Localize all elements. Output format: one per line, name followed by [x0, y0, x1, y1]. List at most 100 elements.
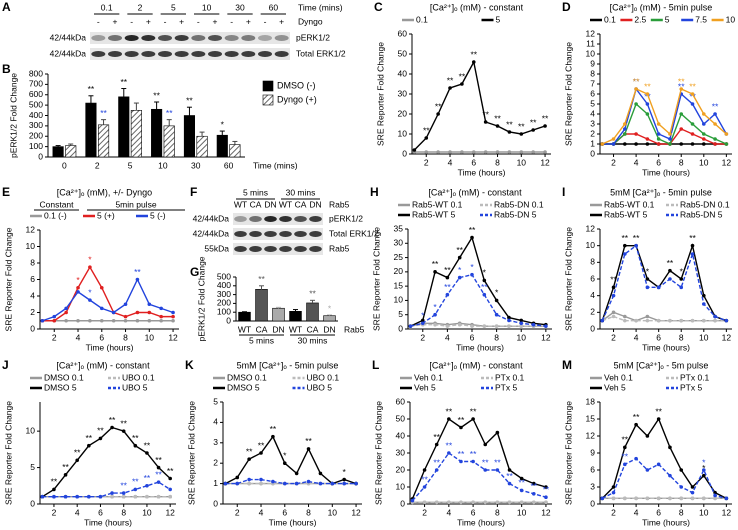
x-tick-label: 4 [76, 332, 81, 342]
point [64, 306, 68, 311]
point [656, 318, 661, 323]
point [98, 494, 103, 499]
x-tick-label: 8 [494, 332, 499, 342]
sign: + [246, 16, 251, 26]
significance: * [88, 287, 92, 297]
point [611, 293, 616, 298]
point [494, 298, 499, 303]
point [495, 124, 500, 128]
point [724, 132, 729, 136]
group-label: 5 mins [249, 335, 274, 345]
panel-letter: J [2, 358, 9, 372]
point [110, 425, 114, 430]
point [645, 318, 650, 323]
bar [65, 145, 77, 158]
point [111, 318, 116, 323]
point [495, 500, 500, 505]
point [87, 494, 91, 499]
point [507, 318, 511, 323]
point [713, 142, 717, 146]
sign: - [97, 16, 100, 26]
significance: * [283, 450, 287, 460]
significance: ** [655, 406, 662, 416]
blot-band [234, 216, 247, 222]
point [482, 324, 487, 328]
y-tick-label: 3 [590, 118, 595, 128]
point [713, 318, 717, 323]
y-tick-label: 300 [217, 289, 231, 299]
point [168, 476, 172, 481]
x-tick-label: 8 [679, 507, 684, 517]
point [679, 277, 684, 281]
point [668, 496, 672, 501]
legend-label: DMSO 0.1 [44, 372, 84, 382]
point [645, 496, 650, 501]
bar [151, 108, 163, 158]
x-tick-label: 6 [656, 507, 661, 517]
legend-group: 5min pulse [115, 199, 156, 209]
y-tick-label: 3 [213, 437, 218, 447]
sign: + [179, 16, 184, 26]
legend-group: Constant [39, 199, 74, 209]
point [459, 500, 463, 505]
sign: + [146, 16, 151, 26]
point [634, 456, 638, 461]
point [701, 132, 706, 136]
y-tick-label: 400 [217, 280, 231, 290]
x-tick-label: 10 [517, 157, 527, 167]
point [668, 142, 672, 146]
x-tick-label: 2 [422, 507, 427, 517]
point [668, 318, 672, 323]
legend-label: Rab5-DN 5 [680, 209, 723, 219]
significance: ** [155, 455, 162, 465]
y-tick-label: 500 [217, 271, 231, 281]
series-line [225, 478, 357, 485]
point [482, 278, 487, 283]
blot-band [241, 51, 256, 57]
y-tick-label: 25 [394, 252, 404, 262]
point [483, 120, 488, 124]
y-tick-label: 8 [590, 68, 595, 78]
significance: ** [120, 77, 127, 87]
point [40, 494, 45, 499]
y-tick-label: 2 [30, 307, 35, 317]
point [433, 270, 437, 274]
point [408, 324, 413, 328]
significance: * [328, 303, 332, 313]
point [701, 496, 706, 501]
significance: ** [458, 449, 465, 459]
point [422, 500, 427, 505]
point [99, 306, 104, 311]
point [519, 500, 524, 505]
point [611, 485, 616, 489]
y-tick-label: 0 [30, 498, 35, 508]
bar [272, 307, 285, 322]
point [271, 434, 275, 439]
y-tick-label: 1 [590, 138, 595, 148]
series-line [602, 315, 727, 322]
legend-swatch [262, 80, 274, 92]
blot-band [158, 35, 172, 41]
y-tick-label: 8 [30, 257, 35, 267]
point [422, 468, 427, 472]
legend-label: 0.1 (-) [44, 210, 67, 220]
point [519, 150, 524, 154]
y-tick-label: 40 [396, 430, 406, 440]
bar [255, 289, 268, 322]
blot-band [264, 216, 277, 222]
y-tick-label: 2 [213, 457, 218, 467]
blot-band [249, 231, 262, 237]
series-line [413, 59, 546, 151]
series-line [602, 102, 727, 145]
y-tick-label: 40 [398, 68, 408, 78]
x-axis-label: Rab5 [344, 324, 365, 334]
x-tick-label: 5 [128, 160, 133, 170]
point [445, 324, 450, 328]
point [507, 481, 512, 486]
point [434, 500, 439, 505]
point [701, 142, 706, 146]
blot-band [224, 51, 239, 57]
panel-title: 5mM [Ca²⁺]ₒ - 5min pulse [610, 187, 712, 197]
significance: * [221, 119, 225, 129]
significance: ** [470, 49, 477, 59]
